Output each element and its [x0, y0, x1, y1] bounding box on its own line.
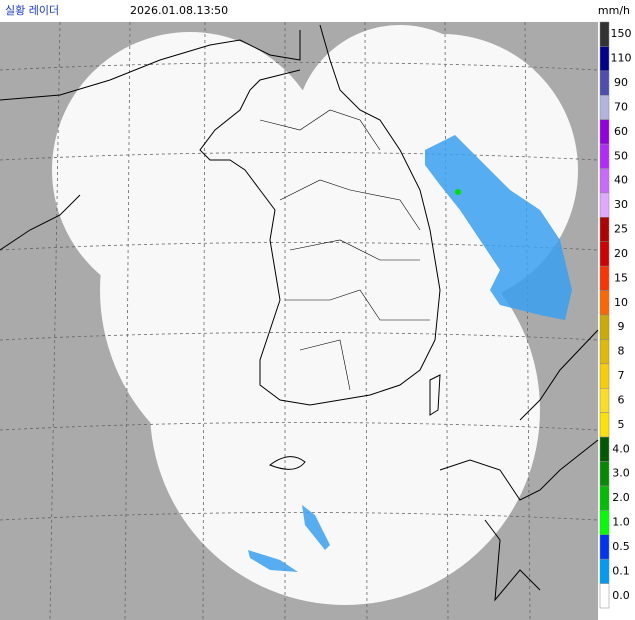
- title: 실황 레이더: [5, 4, 59, 17]
- legend-label: 15: [614, 271, 628, 284]
- legend-swatch: [599, 217, 610, 242]
- legend-label: 0.1: [612, 564, 630, 577]
- legend-label: 70: [614, 100, 628, 113]
- legend-label: 8: [618, 345, 625, 358]
- unit: mm/h: [598, 4, 630, 17]
- legend-swatch: [599, 192, 610, 218]
- legend-label: 7: [618, 369, 625, 382]
- precip-peak: [455, 189, 461, 195]
- legend-swatch: [599, 388, 610, 413]
- legend-label: 10: [614, 296, 628, 309]
- legend: 150 110 90 70 60 50 40 30 25 20 15 10 9 8 7 6 5 4.0 3.0 2.0…: [599, 21, 632, 609]
- legend-swatch: [599, 363, 610, 389]
- legend-label: 25: [614, 223, 628, 236]
- legend-label: 40: [614, 174, 628, 187]
- legend-label: 20: [614, 247, 628, 260]
- legend-label: 30: [614, 198, 628, 211]
- legend-swatch: [599, 436, 610, 462]
- boundaries: [259, 109, 430, 391]
- grid: [0, 21, 599, 620]
- coastline: [0, 24, 599, 602]
- legend-label: 3.0: [612, 467, 630, 480]
- header-bar: [0, 0, 635, 22]
- legend-swatch: [599, 510, 610, 536]
- legend-label: 6: [618, 393, 625, 406]
- legend-swatch: [599, 21, 610, 47]
- legend-swatch: [599, 265, 610, 291]
- legend-label: 0.0: [612, 589, 630, 602]
- legend-swatch: [599, 70, 610, 96]
- legend-swatch: [599, 412, 610, 438]
- legend-label: 150: [611, 27, 632, 40]
- legend-label: 2.0: [612, 491, 630, 504]
- legend-swatch: [599, 339, 610, 365]
- legend-swatch: [599, 558, 610, 584]
- legend-label: 90: [614, 76, 628, 89]
- legend-label: 1.0: [612, 516, 630, 529]
- legend-label: 4.0: [612, 442, 630, 455]
- legend-label: 50: [614, 149, 628, 162]
- legend-label: 0.5: [612, 540, 630, 553]
- legend-swatch: [599, 461, 610, 487]
- legend-swatch: [599, 583, 610, 609]
- timestamp: 2026.01.08.13:50: [130, 4, 228, 17]
- precipitation: [248, 135, 572, 572]
- legend-swatch: [599, 95, 610, 120]
- legend-swatch: [599, 314, 610, 340]
- legend-swatch: [599, 143, 610, 169]
- legend-swatch: [599, 168, 610, 194]
- legend-swatch: [599, 119, 610, 145]
- legend-label: 60: [614, 125, 628, 138]
- legend-swatch: [599, 290, 610, 316]
- legend-swatch: [599, 46, 610, 72]
- legend-swatch: [599, 534, 610, 560]
- legend-label: 5: [618, 418, 625, 431]
- legend-swatch: [599, 241, 610, 267]
- legend-swatch: [599, 485, 610, 511]
- legend-label: 9: [618, 320, 625, 333]
- legend-label: 110: [611, 52, 632, 65]
